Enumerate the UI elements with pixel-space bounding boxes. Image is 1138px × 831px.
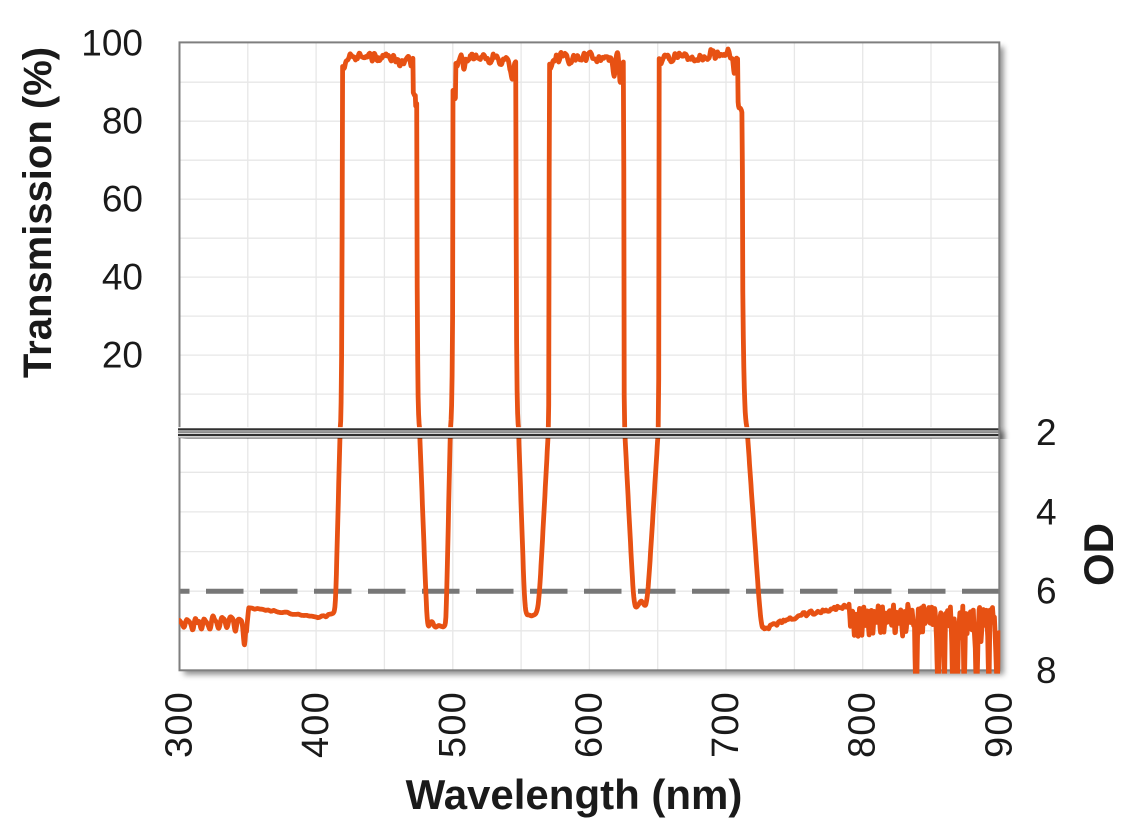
svg-text:2: 2 (1036, 412, 1057, 453)
svg-text:400: 400 (295, 691, 337, 758)
svg-text:20: 20 (102, 335, 143, 376)
svg-text:700: 700 (705, 691, 747, 758)
svg-text:300: 300 (159, 691, 201, 758)
svg-text:6: 6 (1036, 571, 1057, 612)
svg-text:800: 800 (842, 691, 884, 758)
svg-text:Transmission (%): Transmission (%) (16, 47, 60, 378)
svg-text:4: 4 (1036, 491, 1057, 532)
svg-text:40: 40 (102, 257, 143, 298)
svg-text:600: 600 (568, 691, 610, 758)
svg-text:80: 80 (102, 101, 143, 142)
svg-text:OD: OD (1075, 523, 1122, 586)
svg-text:100: 100 (81, 23, 143, 64)
svg-text:900: 900 (978, 691, 1020, 758)
svg-text:8: 8 (1036, 650, 1057, 691)
svg-text:Wavelength (nm): Wavelength (nm) (406, 771, 743, 818)
svg-text:500: 500 (432, 691, 474, 758)
svg-text:60: 60 (102, 179, 143, 220)
